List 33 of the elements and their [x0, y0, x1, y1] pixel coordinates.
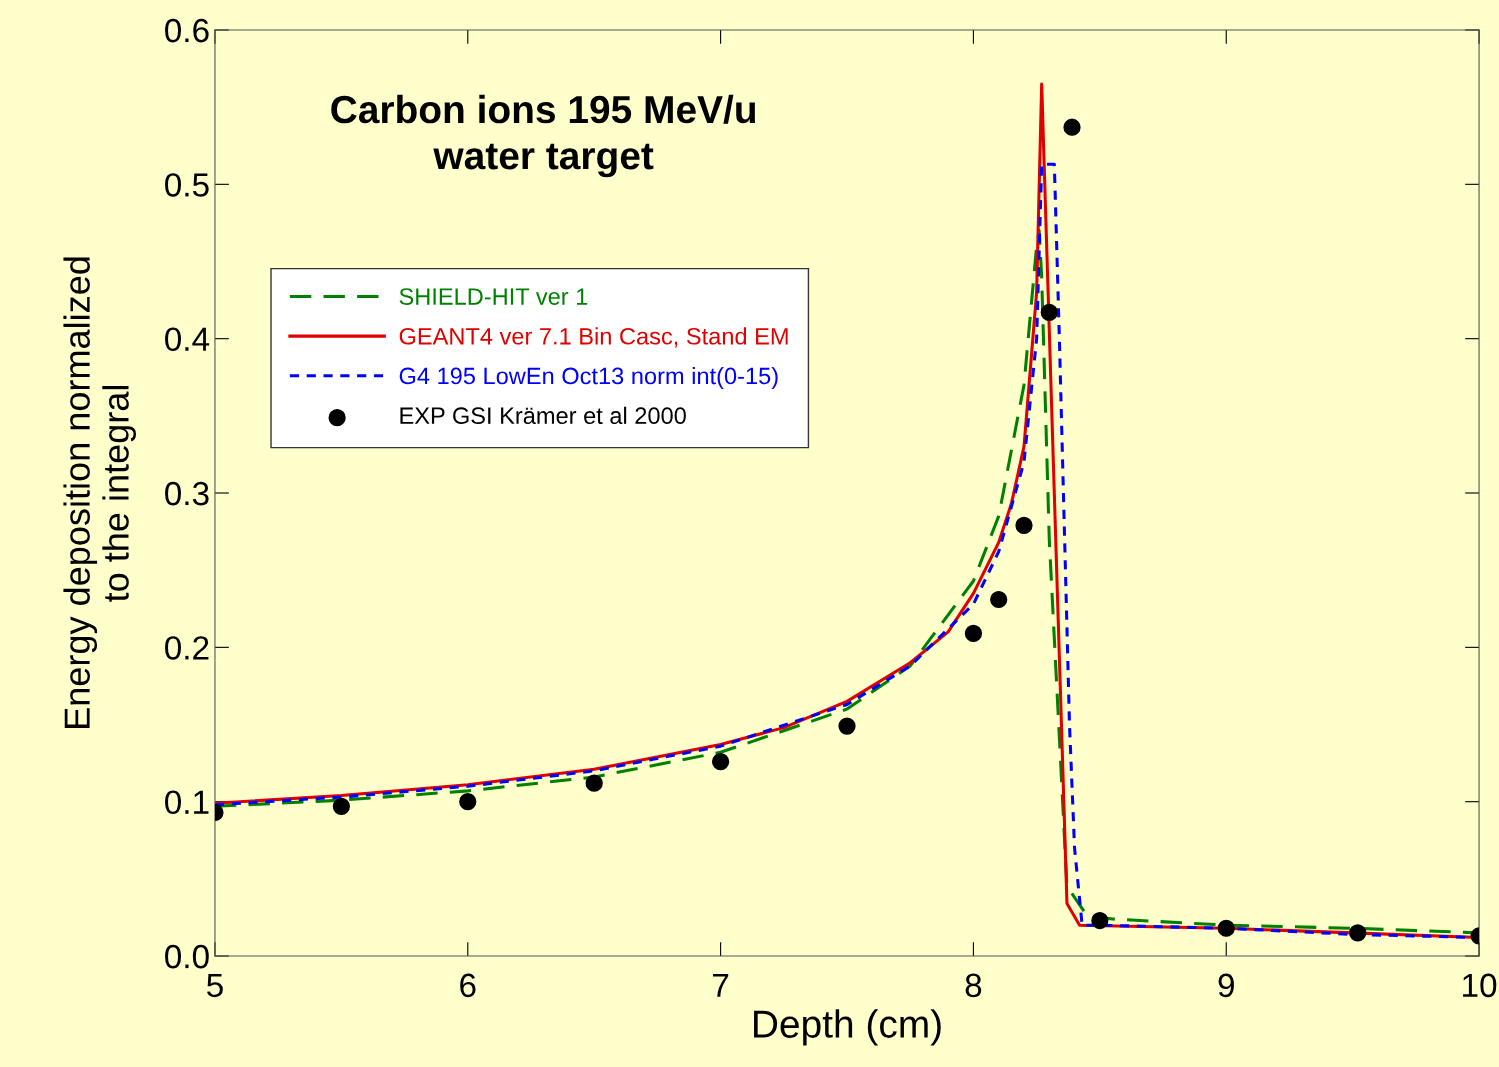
point: [1063, 118, 1081, 136]
point: [990, 590, 1008, 609]
y-tick-label: 0.6: [165, 18, 209, 43]
y-axis-title: Energy deposition normalized to the integral: [63, 257, 136, 728]
point: [838, 717, 856, 735]
y-tick-label: 0.2: [165, 636, 209, 660]
legend-label: EXP GSI Krämer et al 2000: [400, 406, 686, 425]
point: [459, 793, 477, 811]
point: [1349, 924, 1367, 942]
point: [964, 624, 983, 643]
y-tick-label: 0.5: [165, 173, 209, 197]
point: [1217, 919, 1235, 937]
y-tick-label: 0.4: [165, 327, 210, 352]
point: [332, 797, 350, 815]
x-tick-label: 10: [1463, 973, 1497, 998]
legend-label: SHIELD-HIT ver 1: [399, 288, 588, 305]
legend-label: G4 195 LowEn Oct13 norm int(0-15): [399, 367, 778, 389]
point: [1091, 911, 1109, 930]
x-axis-title: Depth (cm): [754, 1009, 941, 1046]
legend-label: GEANT4 ver 7.1 Bin Casc, Stand EM: [399, 327, 788, 348]
x-tick-label: 9: [1218, 973, 1234, 998]
y-tick-label: 0.3: [165, 481, 209, 506]
point: [1040, 303, 1058, 322]
y-tick-label: 0.0: [165, 944, 209, 969]
x-tick-label: 6: [460, 973, 476, 998]
point: [585, 774, 603, 792]
point: [711, 752, 730, 771]
x-tick-label: 8: [965, 973, 982, 998]
x-tick-label: 5: [207, 973, 223, 998]
text: Carbon ions 195 MeV/u water target: [331, 94, 756, 178]
y-tick-label: 0.1: [165, 790, 209, 815]
x-tick-label: 7: [713, 973, 729, 997]
point: [1015, 516, 1033, 535]
